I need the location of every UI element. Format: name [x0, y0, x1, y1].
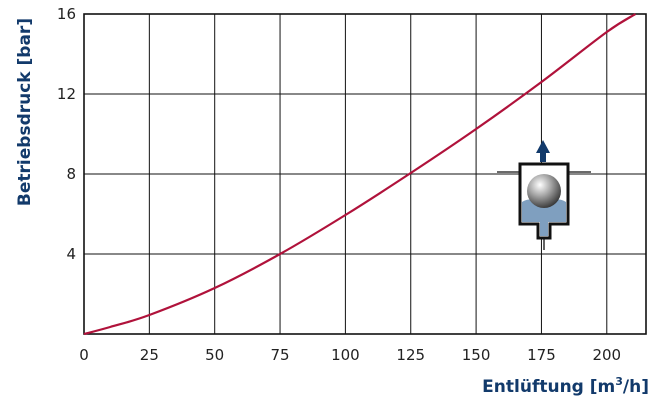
x-tick-label: 150	[462, 346, 491, 364]
x-tick-labels: 0 25 50 75 100 125 150 175 200	[79, 346, 621, 364]
x-tick-label: 50	[205, 346, 224, 364]
series-line	[83, 13, 637, 336]
x-tick-label: 0	[79, 346, 89, 364]
x-axis-title: Entlüftung [m3/h]	[482, 375, 649, 397]
y-tick-label: 16	[57, 5, 76, 23]
x-tick-label: 200	[592, 346, 621, 364]
y-tick-label: 8	[66, 165, 76, 183]
y-tick-labels: 4 8 12 16	[57, 5, 76, 263]
y-tick-label: 4	[66, 245, 76, 263]
y-axis-title: Betriebsdruck [bar]	[15, 18, 35, 206]
air-vent-valve-icon	[497, 140, 591, 250]
plot-frame	[83, 13, 647, 335]
x-tick-label: 75	[270, 346, 289, 364]
x-tick-label: 25	[140, 346, 159, 364]
y-tick-label: 12	[57, 85, 76, 103]
x-tick-label: 125	[396, 346, 425, 364]
x-tick-label: 100	[331, 346, 360, 364]
x-tick-label: 175	[527, 346, 556, 364]
